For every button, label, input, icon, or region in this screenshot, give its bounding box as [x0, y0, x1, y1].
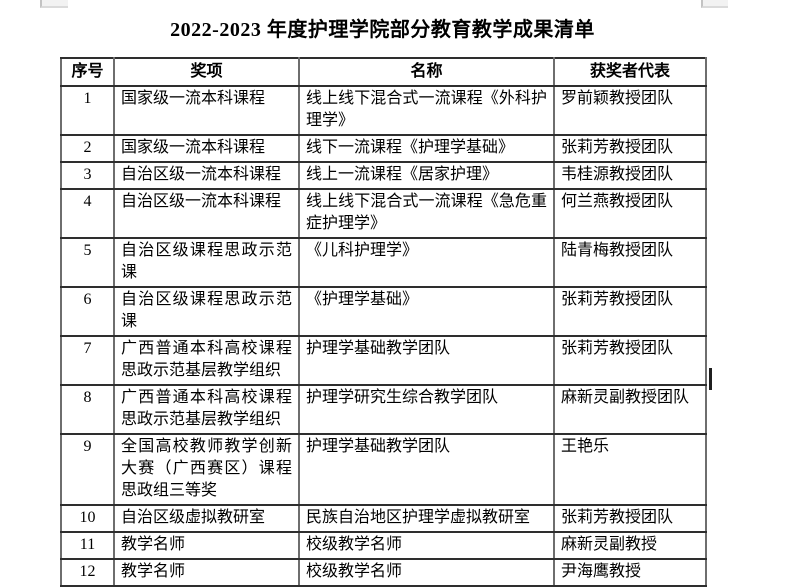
header-no: 序号 [60, 57, 115, 87]
header-winner: 获奖者代表 [553, 57, 707, 87]
name-cell: 护理学基础教学团队 [298, 335, 555, 386]
table-row: 4 自治区级一流本科课程 线上线下混合式一流课程《急危重症护理学》 何兰燕教授团… [60, 188, 707, 239]
winner-cell: 张莉芳教授团队 [553, 286, 707, 337]
winner-cell: 王艳乐 [553, 433, 707, 506]
name-cell: 线上线下混合式一流课程《外科护理学》 [298, 85, 555, 136]
table-row: 7 广西普通本科高校课程思政示范基层教学组织 护理学基础教学团队 张莉芳教授团队 [60, 335, 707, 386]
award-cell: 全国高校教师教学创新大赛（广西赛区）课程思政组三等奖 [113, 433, 300, 506]
name-cell: 《儿科护理学》 [298, 237, 555, 288]
table-row: 1 国家级一流本科课程 线上线下混合式一流课程《外科护理学》 罗前颖教授团队 [60, 85, 707, 136]
name-cell: 线上一流课程《居家护理》 [298, 161, 555, 190]
name-cell: 《护理学基础》 [298, 286, 555, 337]
winner-cell: 张莉芳教授团队 [553, 504, 707, 533]
award-cell: 国家级一流本科课程 [113, 85, 300, 136]
row-number-cell: 7 [60, 335, 115, 386]
table-row: 6 自治区级课程思政示范课 《护理学基础》 张莉芳教授团队 [60, 286, 707, 337]
text-cursor [709, 368, 712, 390]
table-row: 8 广西普通本科高校课程思政示范基层教学组织 护理学研究生综合教学团队 麻新灵副… [60, 384, 707, 435]
table-header-row: 序号 奖项 名称 获奖者代表 [60, 57, 707, 87]
award-cell: 自治区级课程思政示范课 [113, 237, 300, 288]
header-name: 名称 [298, 57, 555, 87]
text-boundary-corner-right [701, 0, 728, 8]
achievements-table: 序号 奖项 名称 获奖者代表 1 国家级一流本科课程 线上线下混合式一流课程《外… [60, 57, 707, 587]
header-award: 奖项 [113, 57, 300, 87]
name-cell: 民族自治地区护理学虚拟教研室 [298, 504, 555, 533]
row-number-cell: 2 [60, 134, 115, 163]
row-number-cell: 12 [60, 558, 115, 587]
winner-cell: 尹海鹰教授 [553, 558, 707, 587]
table-row: 11 教学名师 校级教学名师 麻新灵副教授 [60, 531, 707, 560]
winner-cell: 麻新灵副教授团队 [553, 384, 707, 435]
award-cell: 教学名师 [113, 531, 300, 560]
table-row: 5 自治区级课程思政示范课 《儿科护理学》 陆青梅教授团队 [60, 237, 707, 288]
row-number-cell: 9 [60, 433, 115, 506]
row-number-cell: 5 [60, 237, 115, 288]
name-cell: 校级教学名师 [298, 558, 555, 587]
row-number-cell: 10 [60, 504, 115, 533]
table-row: 2 国家级一流本科课程 线下一流课程《护理学基础》 张莉芳教授团队 [60, 134, 707, 163]
winner-cell: 陆青梅教授团队 [553, 237, 707, 288]
row-number-cell: 8 [60, 384, 115, 435]
table-row: 9 全国高校教师教学创新大赛（广西赛区）课程思政组三等奖 护理学基础教学团队 王… [60, 433, 707, 506]
award-cell: 自治区级一流本科课程 [113, 188, 300, 239]
winner-cell: 麻新灵副教授 [553, 531, 707, 560]
winner-cell: 韦桂源教授团队 [553, 161, 707, 190]
table-row: 10 自治区级虚拟教研室 民族自治地区护理学虚拟教研室 张莉芳教授团队 [60, 504, 707, 533]
award-cell: 广西普通本科高校课程思政示范基层教学组织 [113, 384, 300, 435]
row-number-cell: 3 [60, 161, 115, 190]
winner-cell: 张莉芳教授团队 [553, 335, 707, 386]
name-cell: 护理学基础教学团队 [298, 433, 555, 506]
award-cell: 广西普通本科高校课程思政示范基层教学组织 [113, 335, 300, 386]
page-title: 2022-2023 年度护理学院部分教育教学成果清单 [170, 19, 595, 41]
winner-cell: 罗前颖教授团队 [553, 85, 707, 136]
table-row: 3 自治区级一流本科课程 线上一流课程《居家护理》 韦桂源教授团队 [60, 161, 707, 190]
row-number-cell: 4 [60, 188, 115, 239]
name-cell: 线下一流课程《护理学基础》 [298, 134, 555, 163]
row-number-cell: 6 [60, 286, 115, 337]
award-cell: 国家级一流本科课程 [113, 134, 300, 163]
table-row: 12 教学名师 校级教学名师 尹海鹰教授 [60, 558, 707, 587]
winner-cell: 张莉芳教授团队 [553, 134, 707, 163]
row-number-cell: 11 [60, 531, 115, 560]
row-number-cell: 1 [60, 85, 115, 136]
award-cell: 自治区级一流本科课程 [113, 161, 300, 190]
name-cell: 校级教学名师 [298, 531, 555, 560]
award-cell: 自治区级课程思政示范课 [113, 286, 300, 337]
name-cell: 线上线下混合式一流课程《急危重症护理学》 [298, 188, 555, 239]
award-cell: 自治区级虚拟教研室 [113, 504, 300, 533]
award-cell: 教学名师 [113, 558, 300, 587]
text-boundary-corner-left [40, 0, 68, 8]
winner-cell: 何兰燕教授团队 [553, 188, 707, 239]
name-cell: 护理学研究生综合教学团队 [298, 384, 555, 435]
